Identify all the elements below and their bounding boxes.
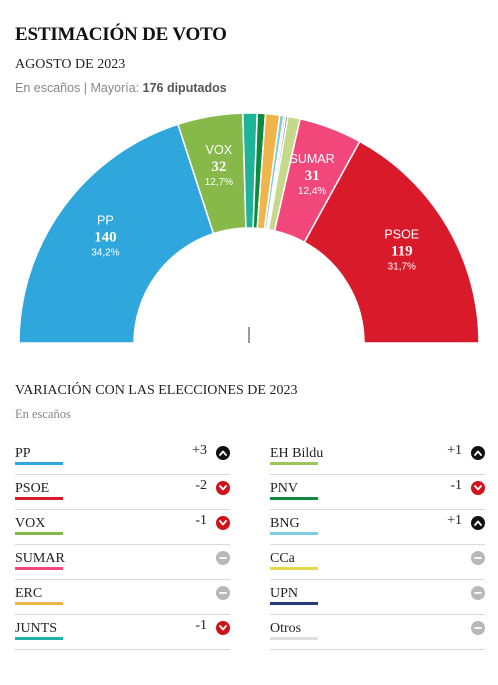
- minus-icon: [216, 551, 230, 565]
- variation-row-psoe: PSOE -2: [15, 475, 230, 510]
- party-name: BNG: [270, 516, 300, 531]
- seat-delta: +3: [192, 443, 207, 458]
- party-color-bar: [270, 497, 318, 500]
- variation-column-right: EH Bildu +1 PNV -1 BNG +1 CCa UPN Otros: [270, 440, 485, 650]
- variation-row-bng: BNG +1: [270, 510, 485, 545]
- variation-row-otros: Otros: [270, 615, 485, 650]
- segment-label-vox: VOX 32 12,7%: [205, 143, 233, 188]
- variation-row-pnv: PNV -1: [270, 475, 485, 510]
- party-name: SUMAR: [15, 551, 65, 566]
- party-color-bar: [15, 567, 63, 570]
- party-name: PSOE: [15, 481, 50, 496]
- segment-pct-sumar: 12,4%: [298, 186, 326, 197]
- majority-note: En escaños | Mayoría: 176 diputados: [15, 81, 227, 95]
- seat-delta: +1: [447, 513, 462, 528]
- variation-row-erc: ERC: [15, 580, 230, 615]
- segment-pct-vox: 12,7%: [205, 177, 233, 188]
- variation-row-cca: CCa: [270, 545, 485, 580]
- segment-seats-psoe: 119: [391, 244, 413, 260]
- minus-icon: [471, 586, 485, 600]
- party-name: PP: [15, 446, 31, 461]
- segment-pct-psoe: 31,7%: [388, 262, 416, 273]
- party-color-bar: [15, 602, 63, 605]
- variation-row-junts: JUNTS -1: [15, 615, 230, 650]
- segment-party-sumar: SUMAR: [290, 152, 335, 166]
- seat-delta: -1: [195, 513, 207, 528]
- segment-label-psoe: PSOE 119 31,7%: [384, 228, 419, 273]
- chevron-down-icon: [216, 481, 230, 495]
- segment-party-psoe: PSOE: [384, 228, 419, 242]
- variation-note: En escaños: [15, 407, 71, 421]
- party-color-bar: [270, 637, 318, 640]
- variation-row-eh-bildu: EH Bildu +1: [270, 440, 485, 475]
- variation-row-upn: UPN: [270, 580, 485, 615]
- segment-pct-pp: 34,2%: [91, 248, 119, 259]
- party-color-bar: [15, 497, 63, 500]
- majority-note-prefix: En escaños | Mayoría:: [15, 81, 143, 95]
- chevron-up-icon: [216, 446, 230, 460]
- party-color-bar: [270, 602, 318, 605]
- variation-row-sumar: SUMAR: [15, 545, 230, 580]
- party-color-bar: [15, 532, 63, 535]
- majority-value: 176 diputados: [142, 81, 227, 95]
- variation-title: VARIACIÓN CON LAS ELECCIONES DE 2023: [15, 383, 298, 398]
- minus-icon: [471, 551, 485, 565]
- segment-party-pp: PP: [97, 214, 114, 228]
- party-color-bar: [15, 462, 63, 465]
- hemicycle-segment-psoe: [303, 140, 480, 344]
- party-name: JUNTS: [15, 621, 58, 636]
- party-name: CCa: [270, 551, 295, 566]
- chart-title: ESTIMACIÓN DE VOTO: [15, 24, 227, 45]
- variation-column-left: PP +3 PSOE -2 VOX -1 SUMAR ERC JUNTS -1: [15, 440, 230, 650]
- chevron-down-icon: [471, 481, 485, 495]
- segment-seats-vox: 32: [211, 159, 226, 175]
- party-color-bar: [270, 567, 318, 570]
- variation-row-pp: PP +3: [15, 440, 230, 475]
- minus-icon: [471, 621, 485, 635]
- party-name: Otros: [270, 621, 302, 636]
- party-color-bar: [270, 532, 318, 535]
- seat-delta: -1: [195, 618, 207, 633]
- segment-party-vox: VOX: [206, 143, 233, 157]
- segment-label-pp: PP 140 34,2%: [91, 214, 119, 259]
- chart-subtitle: AGOSTO DE 2023: [15, 57, 126, 72]
- segment-seats-sumar: 31: [305, 168, 320, 184]
- party-name: VOX: [15, 516, 46, 531]
- chevron-down-icon: [216, 516, 230, 530]
- seat-delta: -2: [195, 478, 207, 493]
- party-name: PNV: [270, 481, 299, 496]
- party-name: UPN: [270, 586, 299, 601]
- party-color-bar: [15, 637, 63, 640]
- chevron-up-icon: [471, 446, 485, 460]
- variation-row-vox: VOX -1: [15, 510, 230, 545]
- chevron-down-icon: [216, 621, 230, 635]
- segment-label-sumar: SUMAR 31 12,4%: [290, 152, 335, 197]
- hemicycle-chart: PP 140 34,2% VOX 32 12,7% SUMAR 31 12,4% PSOE 119 3…: [18, 112, 480, 344]
- party-name: ERC: [15, 586, 43, 601]
- chevron-up-icon: [471, 516, 485, 530]
- party-name: EH Bildu: [270, 446, 324, 461]
- minus-icon: [216, 586, 230, 600]
- segment-seats-pp: 140: [94, 230, 117, 246]
- hemicycle-segment-pp: [18, 123, 215, 344]
- party-color-bar: [270, 462, 318, 465]
- seat-delta: +1: [447, 443, 462, 458]
- seat-delta: -1: [450, 478, 462, 493]
